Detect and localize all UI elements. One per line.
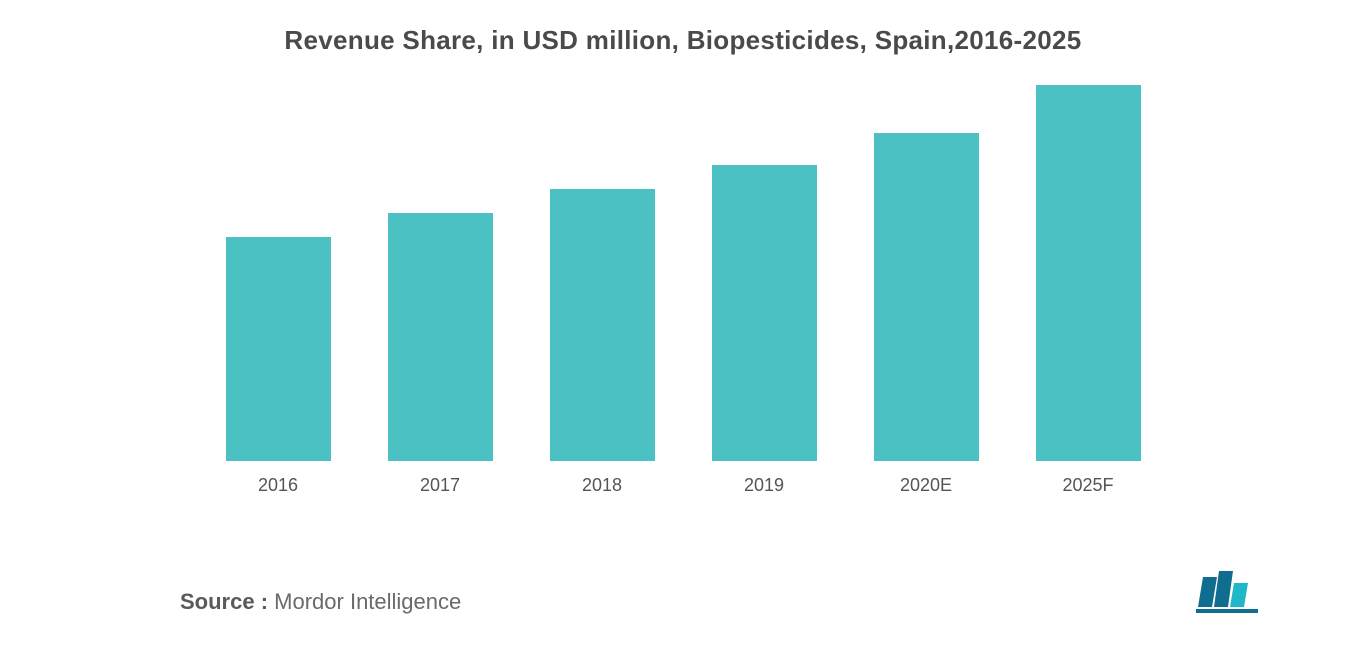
bar-group: 2017 xyxy=(360,213,520,496)
chart-container: Revenue Share, in USD million, Biopestic… xyxy=(0,0,1366,655)
bar-group: 2016 xyxy=(198,237,358,496)
bar xyxy=(712,165,817,461)
x-axis-label: 2018 xyxy=(582,475,622,496)
bar xyxy=(226,237,331,461)
x-axis-label: 2019 xyxy=(744,475,784,496)
bar xyxy=(550,189,655,461)
source-text: Mordor Intelligence xyxy=(274,589,461,614)
bar xyxy=(1036,85,1141,461)
x-axis-label: 2020E xyxy=(900,475,952,496)
x-axis-label: 2017 xyxy=(420,475,460,496)
logo-underline-icon xyxy=(1196,609,1258,613)
plot-area: 2016 2017 2018 2019 2020E 2025F xyxy=(198,96,1168,496)
bar-group: 2019 xyxy=(684,165,844,496)
source-prefix: Source : xyxy=(180,589,268,614)
bar-group: 2018 xyxy=(522,189,682,496)
logo-bars-icon xyxy=(1198,571,1248,607)
bar xyxy=(874,133,979,461)
chart-footer: Source : Mordor Intelligence xyxy=(180,571,1266,615)
bar-group: 2020E xyxy=(846,133,1006,496)
mordor-logo xyxy=(1196,571,1266,615)
source-attribution: Source : Mordor Intelligence xyxy=(180,589,461,615)
x-axis-label: 2016 xyxy=(258,475,298,496)
x-axis-label: 2025F xyxy=(1062,475,1113,496)
bar xyxy=(388,213,493,461)
bar-group: 2025F xyxy=(1008,85,1168,496)
chart-title: Revenue Share, in USD million, Biopestic… xyxy=(60,25,1306,56)
